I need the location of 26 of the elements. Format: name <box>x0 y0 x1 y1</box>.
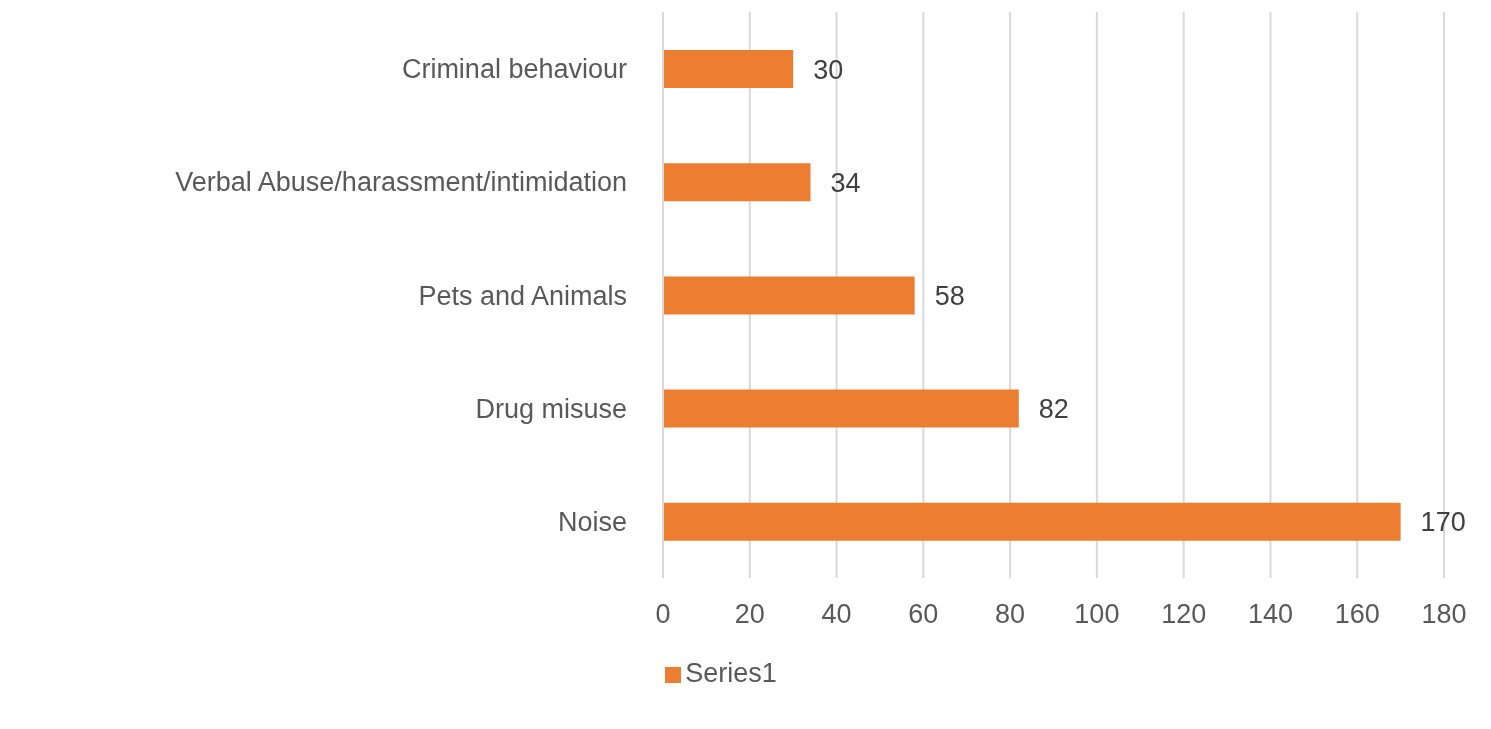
x-tick-label: 120 <box>1161 599 1207 630</box>
data-label: 34 <box>830 167 861 198</box>
x-tick-label: 40 <box>821 599 852 630</box>
x-tick-label: 160 <box>1334 599 1380 630</box>
bar <box>663 389 1019 428</box>
x-tick-label: 20 <box>734 599 765 630</box>
x-tick-label: 140 <box>1247 599 1293 630</box>
y-tick-label: Criminal behaviour <box>401 54 627 85</box>
x-tick-label: 60 <box>908 599 939 630</box>
bar <box>663 502 1401 541</box>
x-tick-label: 80 <box>995 599 1026 630</box>
y-tick-label: Pets and Animals <box>418 280 627 311</box>
data-label: 170 <box>1420 507 1466 538</box>
data-label: 30 <box>813 54 844 85</box>
y-tick-label: Noise <box>557 506 627 537</box>
x-tick-label: 180 <box>1421 599 1467 630</box>
bar <box>663 276 915 315</box>
legend-label: Series1 <box>685 658 777 688</box>
y-tick-label: Verbal Abuse/harassment/intimidation <box>175 167 627 198</box>
bar <box>663 50 794 88</box>
bar <box>663 163 811 202</box>
y-tick-label: Drug misuse <box>475 393 627 424</box>
data-label: 82 <box>1038 394 1069 425</box>
x-tick-label: 100 <box>1074 599 1120 630</box>
data-label: 58 <box>934 280 965 311</box>
x-tick-label: 0 <box>655 599 671 630</box>
